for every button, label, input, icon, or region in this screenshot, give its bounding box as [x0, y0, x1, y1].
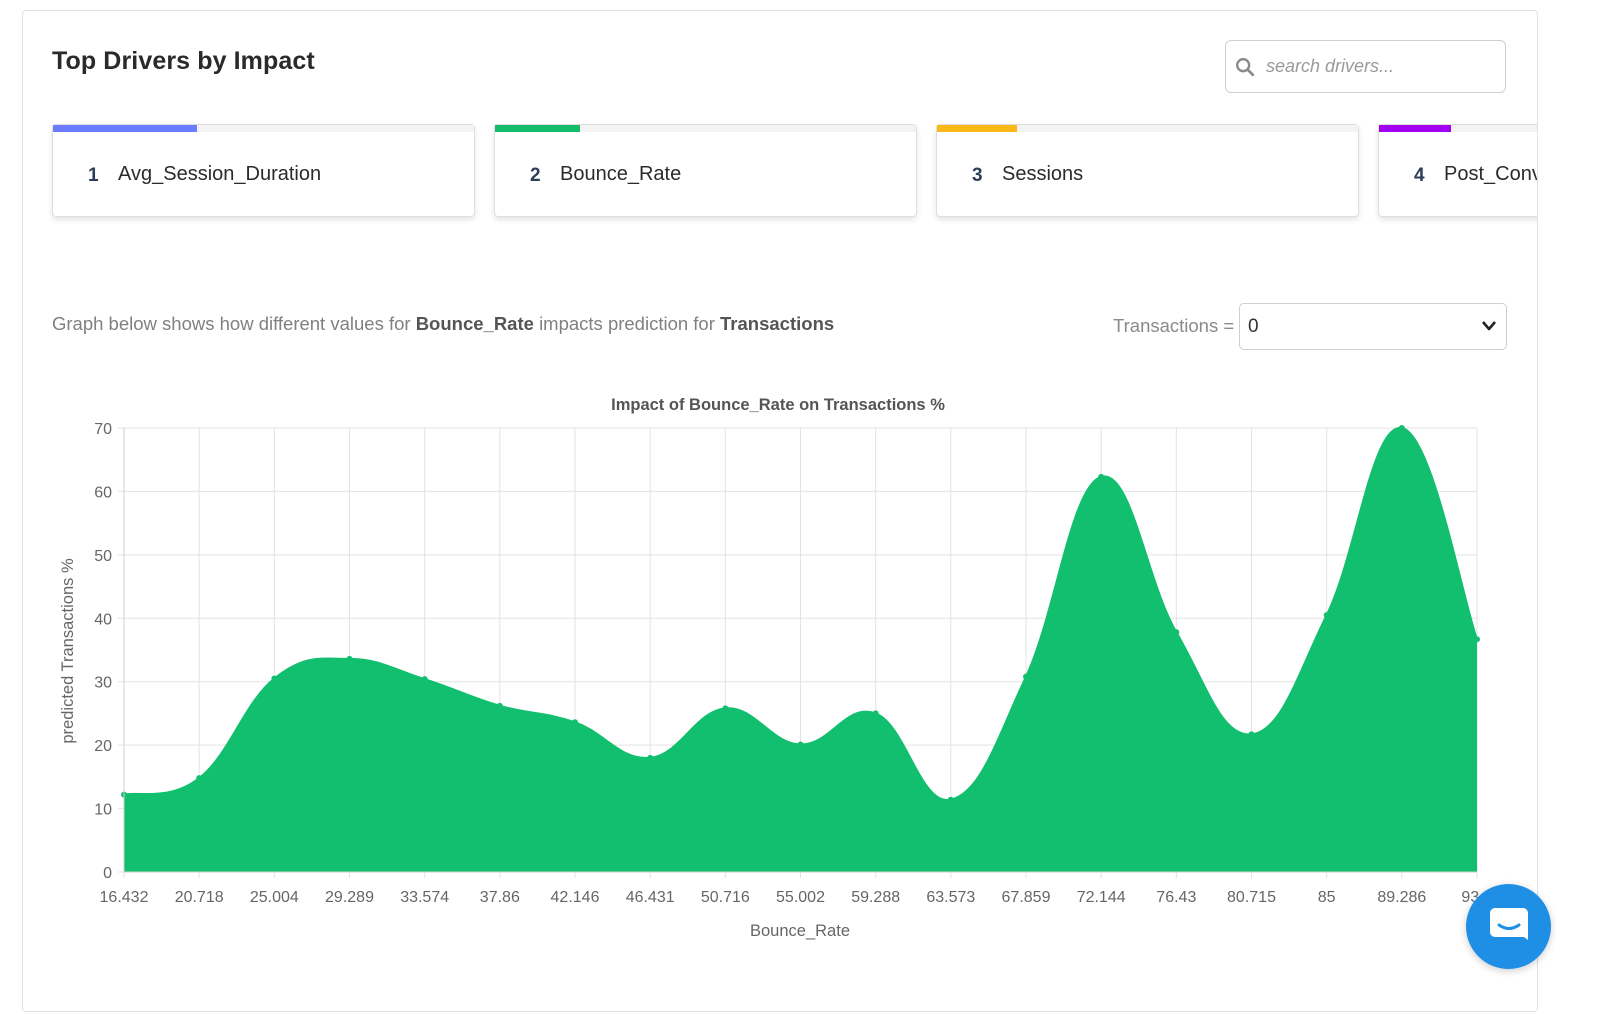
driver-card-sessions[interactable]: 3 Sessions	[936, 124, 1359, 217]
data-point	[1098, 473, 1105, 480]
impact-bar-track	[53, 125, 474, 132]
x-tick-label: 55.002	[776, 889, 825, 906]
y-tick-label: 40	[94, 611, 112, 628]
y-tick-label: 50	[94, 548, 112, 565]
data-point	[421, 676, 428, 683]
x-tick-label: 29.289	[325, 889, 374, 906]
y-tick-label: 60	[94, 484, 112, 501]
data-point	[346, 655, 353, 662]
chart-explanation: Graph below shows how different values f…	[52, 313, 834, 335]
explanation-feature: Bounce_Rate	[415, 313, 534, 334]
y-tick-label: 0	[103, 865, 112, 882]
x-tick-label: 67.859	[1002, 889, 1051, 906]
chat-launcher-button[interactable]	[1466, 884, 1551, 969]
y-tick-label: 30	[94, 675, 112, 692]
driver-name: Avg_Session_Duration	[118, 163, 322, 185]
data-point	[947, 796, 954, 803]
x-tick-label: 76.43	[1156, 889, 1196, 906]
driver-card-avg-session-duration[interactable]: 1 Avg_Session_Duration	[52, 124, 475, 217]
x-tick-label: 72.144	[1077, 889, 1126, 906]
data-point	[872, 710, 879, 717]
data-point	[271, 675, 278, 682]
x-tick-label: 20.718	[175, 889, 224, 906]
x-tick-label: 37.86	[480, 889, 520, 906]
x-tick-label: 63.573	[926, 889, 975, 906]
driver-rank: 2	[530, 165, 541, 186]
x-tick-label: 16.432	[100, 889, 149, 906]
target-select-value: 0	[1248, 316, 1259, 337]
data-point	[196, 775, 203, 782]
data-point	[1023, 673, 1029, 680]
x-tick-label: 85	[1318, 889, 1336, 906]
search-box[interactable]	[1225, 40, 1506, 93]
x-tick-label: 89.286	[1377, 889, 1426, 906]
x-tick-label: 80.715	[1227, 889, 1276, 906]
search-input[interactable]	[1264, 55, 1488, 78]
y-tick-label: 10	[94, 802, 112, 819]
x-tick-label: 59.288	[851, 889, 900, 906]
explanation-middle: impacts prediction for	[539, 313, 715, 334]
driver-name: Sessions	[1002, 163, 1084, 185]
impact-bar-track	[495, 125, 916, 132]
x-tick-label: 25.004	[250, 889, 299, 906]
target-select[interactable]: 0	[1239, 303, 1507, 350]
chart-title: Impact of Bounce_Rate on Transactions %	[611, 396, 945, 414]
impact-bar-fill	[937, 125, 1018, 132]
data-point	[1474, 636, 1480, 643]
series-line	[123, 426, 1478, 801]
driver-rank: 4	[1414, 165, 1425, 186]
x-axis-label: Bounce_Rate	[750, 922, 850, 940]
driver-name: Bounce_Rate	[560, 163, 682, 185]
data-point	[797, 741, 804, 748]
impact-bar-fill	[53, 125, 197, 132]
chevron-down-icon	[1482, 321, 1496, 331]
driver-rank: 1	[88, 165, 99, 186]
data-point	[1323, 612, 1330, 619]
driver-name: Post_Conv	[1444, 163, 1538, 185]
driver-card-bounce-rate[interactable]: 2 Bounce_Rate	[494, 124, 917, 217]
data-point	[1173, 629, 1180, 636]
y-tick-label: 20	[94, 738, 112, 755]
impact-bar-fill	[1379, 125, 1451, 132]
chart-group: 0 10 20 30 40 50 60 70 16.432 20.718 25.004 29.289 3…	[59, 396, 1493, 940]
y-axis-label: predicted Transactions %	[59, 558, 77, 744]
y-tick-label: 70	[94, 421, 112, 438]
impact-bar-fill	[495, 125, 580, 132]
data-point	[722, 705, 729, 712]
search-icon	[1236, 57, 1255, 76]
impact-bar-track	[937, 125, 1358, 132]
driver-rank: 3	[972, 165, 983, 186]
x-tick-label: 46.431	[626, 889, 675, 906]
area-fill	[124, 427, 1477, 872]
chat-icon	[1490, 908, 1528, 940]
explanation-target: Transactions	[720, 313, 835, 334]
impact-bar-track	[1379, 125, 1537, 132]
data-point	[572, 719, 578, 726]
data-point	[496, 702, 503, 709]
target-select-label: Transactions =	[1113, 315, 1235, 336]
data-point	[1248, 731, 1255, 738]
data-point	[1398, 425, 1405, 431]
x-tick-label: 42.146	[551, 889, 600, 906]
panel-title: Top Drivers by Impact	[52, 47, 315, 75]
x-tick-label: 33.574	[400, 889, 449, 906]
driver-card-post-conv[interactable]: 4 Post_Conv	[1378, 124, 1538, 217]
x-tick-label: 50.716	[701, 889, 750, 906]
data-point	[647, 754, 654, 761]
explanation-prefix: Graph below shows how different values f…	[52, 313, 411, 334]
